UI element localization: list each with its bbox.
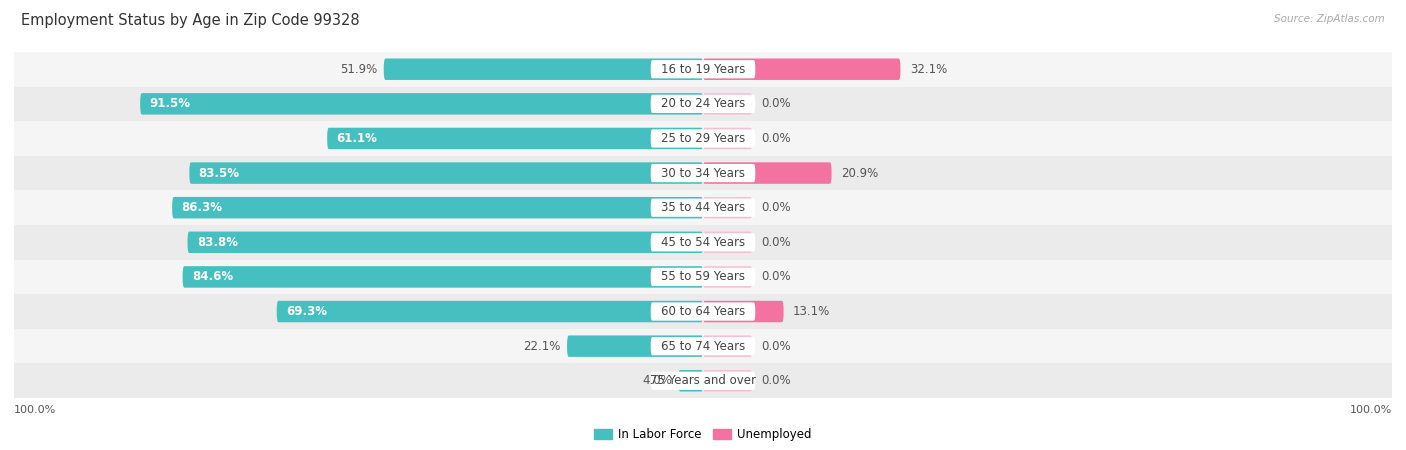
FancyBboxPatch shape bbox=[651, 198, 755, 217]
Text: 0.0%: 0.0% bbox=[762, 132, 792, 145]
Text: 0.0%: 0.0% bbox=[762, 270, 792, 284]
FancyBboxPatch shape bbox=[277, 301, 703, 322]
Text: 84.6%: 84.6% bbox=[191, 270, 233, 284]
FancyBboxPatch shape bbox=[703, 128, 752, 149]
FancyBboxPatch shape bbox=[14, 364, 1392, 398]
FancyBboxPatch shape bbox=[651, 60, 755, 78]
Text: 0.0%: 0.0% bbox=[762, 97, 792, 110]
Text: 60 to 64 Years: 60 to 64 Years bbox=[661, 305, 745, 318]
FancyBboxPatch shape bbox=[328, 128, 703, 149]
FancyBboxPatch shape bbox=[703, 232, 752, 253]
Legend: In Labor Force, Unemployed: In Labor Force, Unemployed bbox=[589, 423, 817, 446]
FancyBboxPatch shape bbox=[651, 233, 755, 252]
FancyBboxPatch shape bbox=[703, 335, 752, 357]
Text: 83.8%: 83.8% bbox=[197, 236, 238, 249]
FancyBboxPatch shape bbox=[651, 94, 755, 113]
Text: 0.0%: 0.0% bbox=[762, 201, 792, 214]
Text: 22.1%: 22.1% bbox=[523, 340, 561, 353]
FancyBboxPatch shape bbox=[703, 266, 752, 288]
FancyBboxPatch shape bbox=[651, 372, 755, 390]
FancyBboxPatch shape bbox=[703, 301, 783, 322]
FancyBboxPatch shape bbox=[384, 58, 703, 80]
Text: 69.3%: 69.3% bbox=[285, 305, 328, 318]
Text: 83.5%: 83.5% bbox=[198, 166, 239, 180]
Text: Employment Status by Age in Zip Code 99328: Employment Status by Age in Zip Code 993… bbox=[21, 14, 360, 28]
Text: 20 to 24 Years: 20 to 24 Years bbox=[661, 97, 745, 110]
FancyBboxPatch shape bbox=[183, 266, 703, 288]
FancyBboxPatch shape bbox=[14, 156, 1392, 190]
FancyBboxPatch shape bbox=[14, 52, 1392, 86]
FancyBboxPatch shape bbox=[703, 370, 752, 392]
FancyBboxPatch shape bbox=[703, 162, 831, 184]
FancyBboxPatch shape bbox=[703, 58, 900, 80]
FancyBboxPatch shape bbox=[14, 225, 1392, 260]
FancyBboxPatch shape bbox=[651, 268, 755, 286]
Text: 65 to 74 Years: 65 to 74 Years bbox=[661, 340, 745, 353]
FancyBboxPatch shape bbox=[678, 370, 703, 392]
FancyBboxPatch shape bbox=[14, 294, 1392, 329]
Text: Source: ZipAtlas.com: Source: ZipAtlas.com bbox=[1274, 14, 1385, 23]
FancyBboxPatch shape bbox=[141, 93, 703, 115]
Text: 16 to 19 Years: 16 to 19 Years bbox=[661, 63, 745, 76]
FancyBboxPatch shape bbox=[703, 93, 752, 115]
Text: 86.3%: 86.3% bbox=[181, 201, 222, 214]
FancyBboxPatch shape bbox=[651, 129, 755, 148]
FancyBboxPatch shape bbox=[172, 197, 703, 218]
FancyBboxPatch shape bbox=[14, 260, 1392, 294]
Text: 20.9%: 20.9% bbox=[841, 166, 877, 180]
Text: 45 to 54 Years: 45 to 54 Years bbox=[661, 236, 745, 249]
Text: 75 Years and over: 75 Years and over bbox=[650, 374, 756, 387]
FancyBboxPatch shape bbox=[703, 197, 752, 218]
Text: 30 to 34 Years: 30 to 34 Years bbox=[661, 166, 745, 180]
FancyBboxPatch shape bbox=[14, 86, 1392, 121]
Text: 100.0%: 100.0% bbox=[14, 405, 56, 415]
Text: 0.0%: 0.0% bbox=[762, 340, 792, 353]
FancyBboxPatch shape bbox=[14, 329, 1392, 364]
FancyBboxPatch shape bbox=[651, 337, 755, 356]
Text: 100.0%: 100.0% bbox=[1350, 405, 1392, 415]
Text: 0.0%: 0.0% bbox=[762, 374, 792, 387]
FancyBboxPatch shape bbox=[651, 164, 755, 182]
Text: 35 to 44 Years: 35 to 44 Years bbox=[661, 201, 745, 214]
Text: 51.9%: 51.9% bbox=[340, 63, 378, 76]
FancyBboxPatch shape bbox=[14, 121, 1392, 156]
FancyBboxPatch shape bbox=[187, 232, 703, 253]
Text: 55 to 59 Years: 55 to 59 Years bbox=[661, 270, 745, 284]
Text: 25 to 29 Years: 25 to 29 Years bbox=[661, 132, 745, 145]
Text: 4.0%: 4.0% bbox=[643, 374, 672, 387]
Text: 32.1%: 32.1% bbox=[910, 63, 946, 76]
FancyBboxPatch shape bbox=[190, 162, 703, 184]
FancyBboxPatch shape bbox=[567, 335, 703, 357]
FancyBboxPatch shape bbox=[14, 190, 1392, 225]
Text: 61.1%: 61.1% bbox=[336, 132, 377, 145]
Text: 91.5%: 91.5% bbox=[149, 97, 190, 110]
Text: 13.1%: 13.1% bbox=[793, 305, 830, 318]
FancyBboxPatch shape bbox=[651, 302, 755, 321]
Text: 0.0%: 0.0% bbox=[762, 236, 792, 249]
